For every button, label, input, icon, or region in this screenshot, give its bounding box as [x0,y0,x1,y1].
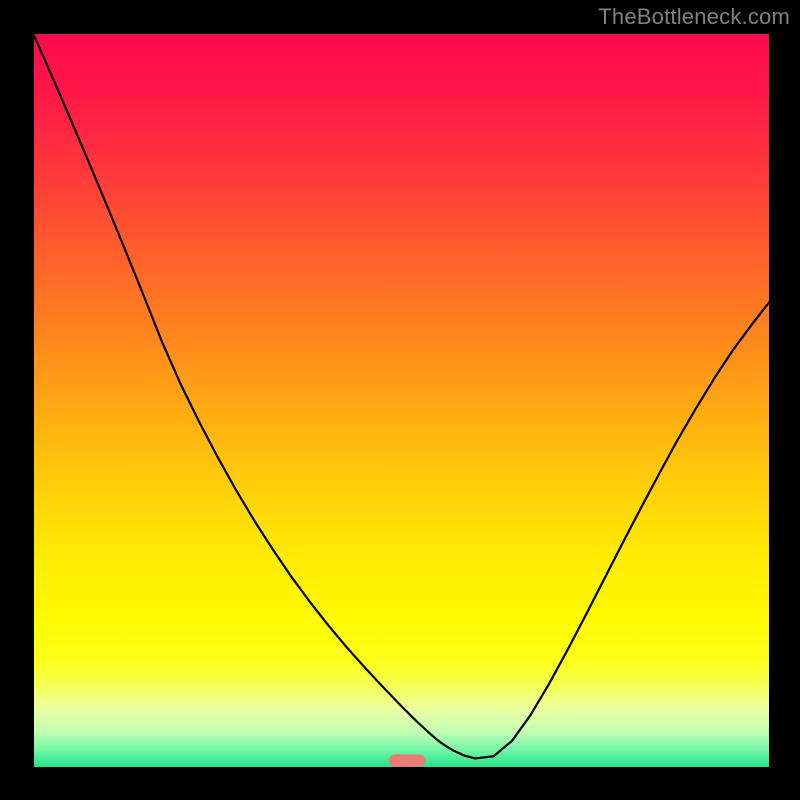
watermark-text: TheBottleneck.com [598,4,790,30]
optimum-marker [389,754,426,767]
bottleneck-chart [0,0,800,800]
chart-frame: TheBottleneck.com [0,0,800,800]
plot-background [33,33,770,768]
